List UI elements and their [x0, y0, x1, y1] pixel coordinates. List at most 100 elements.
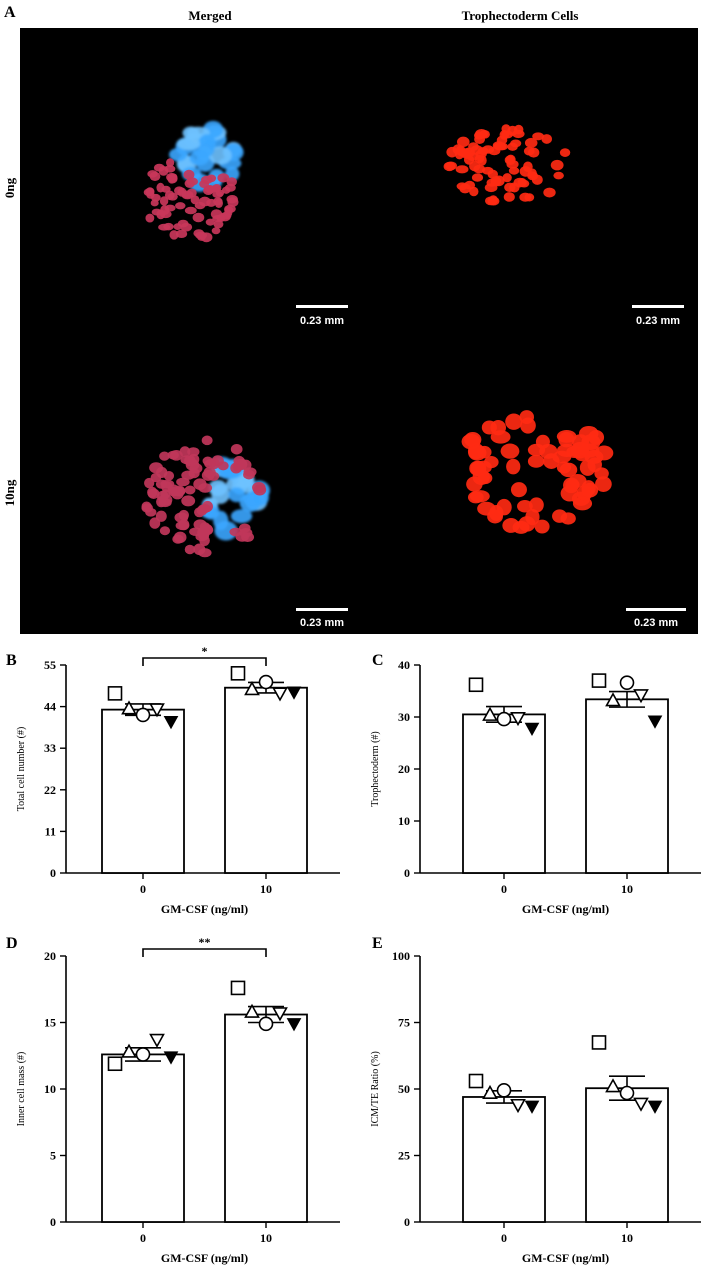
data-point	[163, 716, 179, 730]
data-point	[135, 707, 151, 723]
data-point	[482, 706, 498, 721]
y-tick-label: 75	[398, 1016, 410, 1030]
bar-group-0	[101, 1033, 185, 1223]
embryo-10ng-merged	[141, 435, 271, 558]
y-tick-label: 40	[398, 658, 410, 672]
data-point	[107, 686, 123, 701]
panel-e-letter: E	[372, 935, 383, 952]
data-point	[230, 980, 246, 996]
svg-text:0.23 mm: 0.23 mm	[300, 315, 344, 327]
panel-d-letter: D	[6, 935, 18, 952]
data-point	[107, 1056, 123, 1072]
x-tick-label: 0	[140, 882, 146, 896]
significance-bracket: **	[142, 935, 267, 957]
axes: 0 11 22 33 44 55	[44, 658, 340, 880]
bar	[585, 698, 669, 874]
y-tick-label: 100	[392, 949, 410, 963]
y-axis-label: Trophectoderm (#)	[370, 731, 381, 806]
y-tick-label: 30	[398, 710, 410, 724]
y-tick-label: 33	[44, 741, 56, 755]
bar-group-10	[224, 980, 308, 1223]
panel-c-letter: C	[372, 652, 384, 669]
significance-bracket: *	[142, 644, 267, 666]
x-axis-label: GM-CSF (ng/ml)	[522, 1251, 609, 1265]
scale-bar-0ng-trophectoderm: 0.23 mm	[632, 305, 684, 327]
bar	[101, 708, 185, 874]
significance-stars: **	[199, 935, 211, 949]
data-point	[272, 687, 288, 702]
x-tick-label: 0	[501, 882, 507, 896]
data-point	[605, 1078, 621, 1093]
embryo-0ng-trophectoderm	[443, 124, 571, 206]
y-tick-label: 22	[44, 783, 56, 797]
data-point	[524, 1100, 540, 1114]
y-tick-label: 20	[44, 949, 56, 963]
svg-text:0.23 mm: 0.23 mm	[300, 617, 344, 629]
data-point	[149, 1033, 165, 1048]
micrograph-grid: 0.23 mm 0.23 mm 0.23 mm 0.23 mm	[20, 28, 698, 634]
data-point	[230, 666, 246, 681]
data-point	[244, 681, 260, 696]
data-point	[591, 673, 607, 688]
data-point	[482, 1084, 498, 1099]
y-axis-label: Inner cell mass (#)	[16, 1052, 27, 1127]
data-point	[510, 712, 526, 727]
bar	[101, 1053, 185, 1223]
x-tick-label: 0	[501, 1231, 507, 1245]
y-axis-label: ICM/TE Ratio (%)	[370, 1051, 381, 1127]
data-point	[258, 674, 274, 690]
x-tick-label: 10	[260, 1231, 272, 1245]
scale-bar-0ng-merged: 0.23 mm	[296, 305, 348, 327]
data-point	[633, 689, 649, 704]
bar	[224, 686, 308, 874]
data-point	[258, 1016, 274, 1032]
bar	[462, 1096, 546, 1223]
data-point	[468, 1073, 484, 1089]
data-point	[633, 1097, 649, 1112]
y-tick-label: 55	[44, 658, 56, 672]
data-point	[135, 1047, 151, 1062]
bar	[462, 713, 546, 874]
panel-b-letter: B	[6, 652, 17, 669]
svg-text:0.23 mm: 0.23 mm	[634, 617, 678, 629]
data-point	[619, 675, 635, 690]
data-point	[496, 711, 512, 727]
row-label-0ng: 0ng	[2, 177, 17, 199]
data-point	[619, 1085, 635, 1101]
data-point	[605, 692, 621, 707]
row-label-10ng: 10ng	[2, 479, 17, 507]
y-tick-label: 11	[45, 824, 56, 838]
y-tick-label: 25	[398, 1149, 410, 1163]
data-point	[647, 715, 663, 729]
data-point	[510, 1098, 526, 1114]
x-tick-label: 10	[260, 882, 272, 896]
bar	[224, 1013, 308, 1223]
data-point	[468, 677, 484, 693]
chart-total-cell-number: 0 11 22 33 44 55 Total cell number (#) 0 10 GM-CS…	[16, 644, 340, 916]
chart-trophectoderm: 0 10 20 30 40 Trophectoderm (#) 0 10 GM-CSF (ng/…	[370, 658, 701, 916]
bar-group-0	[462, 677, 546, 874]
y-tick-label: 5	[50, 1149, 56, 1163]
scale-bar-10ng-trophectoderm: 0.23 mm	[626, 608, 686, 629]
scale-bar-10ng-merged: 0.23 mm	[296, 608, 348, 629]
data-point	[286, 1018, 302, 1032]
significance-stars: *	[202, 644, 208, 658]
data-point	[149, 703, 165, 718]
y-tick-label: 0	[404, 1215, 410, 1229]
y-tick-label: 20	[398, 762, 410, 776]
chart-icm-te-ratio: 0 25 50 75 100 ICM/TE Ratio (%) 0 10 GM-CSF (ng/…	[370, 949, 701, 1265]
x-axis-label: GM-CSF (ng/ml)	[161, 902, 248, 916]
x-tick-label: 10	[621, 1231, 633, 1245]
panel-a-letter: A	[4, 4, 16, 21]
y-tick-label: 10	[398, 814, 410, 828]
bar-group-10	[585, 1035, 669, 1223]
bar-group-0	[101, 686, 185, 874]
bar-group-0	[462, 1073, 546, 1223]
data-point	[121, 700, 137, 715]
data-point	[121, 1043, 137, 1058]
y-tick-label: 50	[398, 1082, 410, 1096]
trophectoderm-column-title: Trophectoderm Cells	[461, 8, 579, 23]
data-point	[272, 1007, 288, 1022]
embryo-0ng-merged	[143, 120, 244, 243]
x-tick-label: 0	[140, 1231, 146, 1245]
